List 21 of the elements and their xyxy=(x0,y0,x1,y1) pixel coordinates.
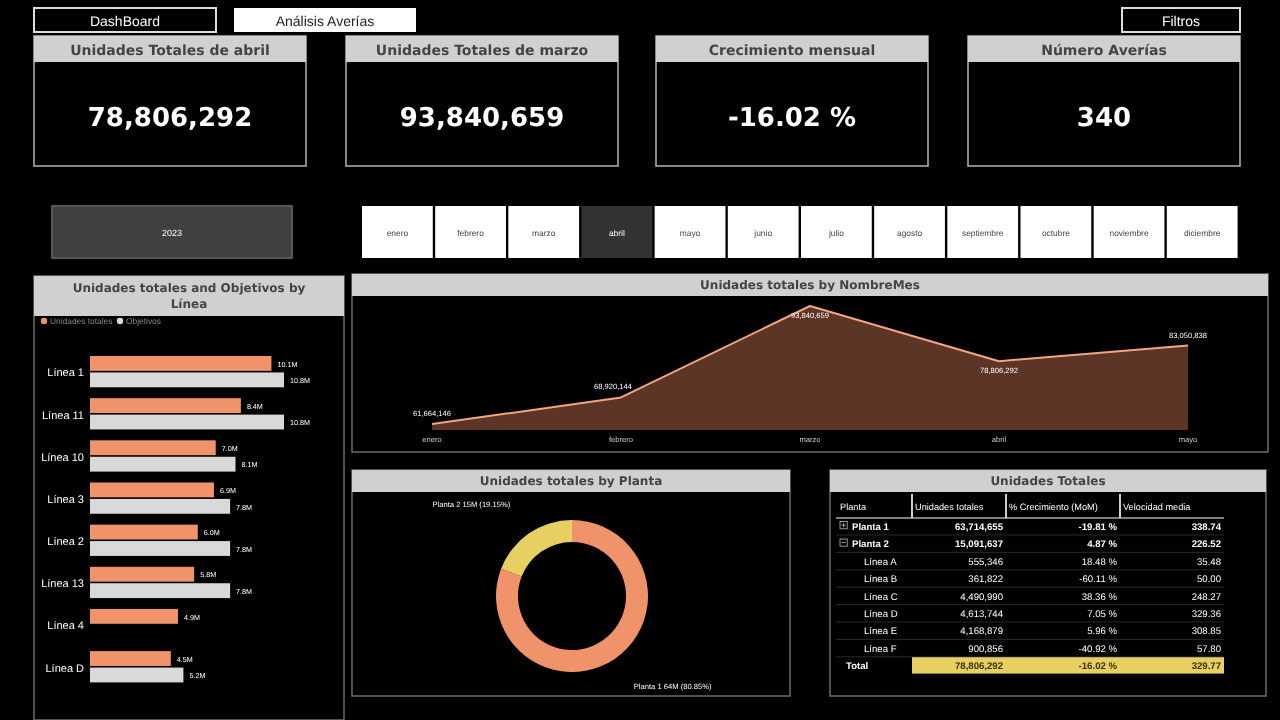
donut-slice xyxy=(501,520,572,577)
bar xyxy=(90,583,231,599)
bar xyxy=(90,608,179,624)
bar xyxy=(90,356,272,371)
bar xyxy=(90,456,236,472)
text: -16.02 % xyxy=(727,104,857,134)
bar xyxy=(90,372,284,388)
bar xyxy=(90,398,241,413)
text: 93,840,659 xyxy=(399,104,565,134)
bar xyxy=(90,482,214,498)
bar xyxy=(90,414,284,430)
text: 78,806,292 xyxy=(87,104,253,134)
bar xyxy=(90,667,184,683)
bar xyxy=(90,651,171,666)
bar xyxy=(90,440,216,456)
donut-slice xyxy=(496,520,648,672)
text: 340 xyxy=(1076,104,1132,134)
bar xyxy=(90,498,231,514)
bar xyxy=(90,566,195,582)
bar xyxy=(90,541,231,556)
bar xyxy=(90,524,198,540)
